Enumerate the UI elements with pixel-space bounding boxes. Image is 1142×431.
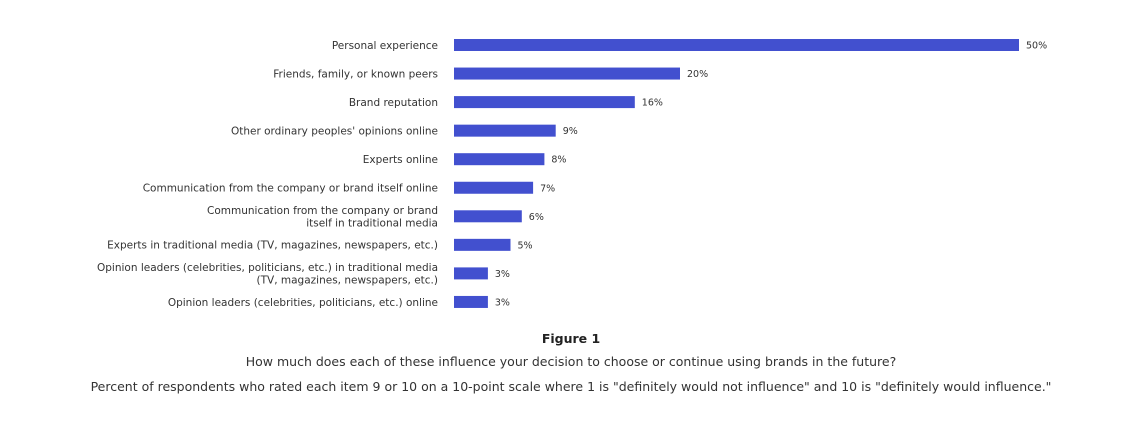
category-label: Opinion leaders (celebrities, politician… <box>168 297 438 309</box>
bar-value-label: 9% <box>563 126 578 137</box>
category-label: Friends, family, or known peers <box>273 68 438 80</box>
bar <box>454 39 1019 51</box>
bar-value-label: 5% <box>518 240 533 251</box>
category-label: (TV, magazines, newspapers, etc.) <box>257 274 438 286</box>
bar <box>454 181 534 194</box>
bar <box>454 153 545 166</box>
bar <box>454 238 511 251</box>
figure-question: How much does each of these influence yo… <box>245 354 897 369</box>
bar-value-label: 20% <box>687 69 708 80</box>
bar <box>454 67 680 80</box>
bar-chart: 50% Personal experience 20% Friends, family… <box>97 39 1047 309</box>
category-label: Personal experience <box>332 40 438 52</box>
bar <box>454 295 488 308</box>
bar-value-label: 3% <box>495 297 510 308</box>
bar-chart-svg: 50% Personal experience 20% Friends, family… <box>97 39 1047 309</box>
bar-value-label: 16% <box>642 98 663 109</box>
bar <box>454 96 635 109</box>
category-label: Communication from the company or brand <box>207 205 438 217</box>
bar <box>454 124 556 137</box>
figure-title: Figure 1 <box>541 331 601 346</box>
category-label: itself in traditional media <box>306 217 438 229</box>
bar <box>454 267 488 280</box>
category-label: Experts online <box>363 154 438 166</box>
bar-value-label: 50% <box>1026 41 1047 52</box>
bar <box>454 210 522 223</box>
bar-value-label: 8% <box>551 155 566 166</box>
category-label: Other ordinary peoples' opinions online <box>231 125 438 137</box>
category-label: Brand reputation <box>349 97 438 109</box>
bar-value-label: 7% <box>540 183 555 194</box>
category-label: Experts in traditional media (TV, magazi… <box>107 240 438 252</box>
bar-value-label: 6% <box>529 212 544 223</box>
bar-value-label: 3% <box>495 269 510 280</box>
category-label: Communication from the company or brand … <box>143 183 438 195</box>
figure-note: Percent of respondents who rated each it… <box>90 379 1052 394</box>
category-label: Opinion leaders (celebrities, politician… <box>97 262 438 274</box>
